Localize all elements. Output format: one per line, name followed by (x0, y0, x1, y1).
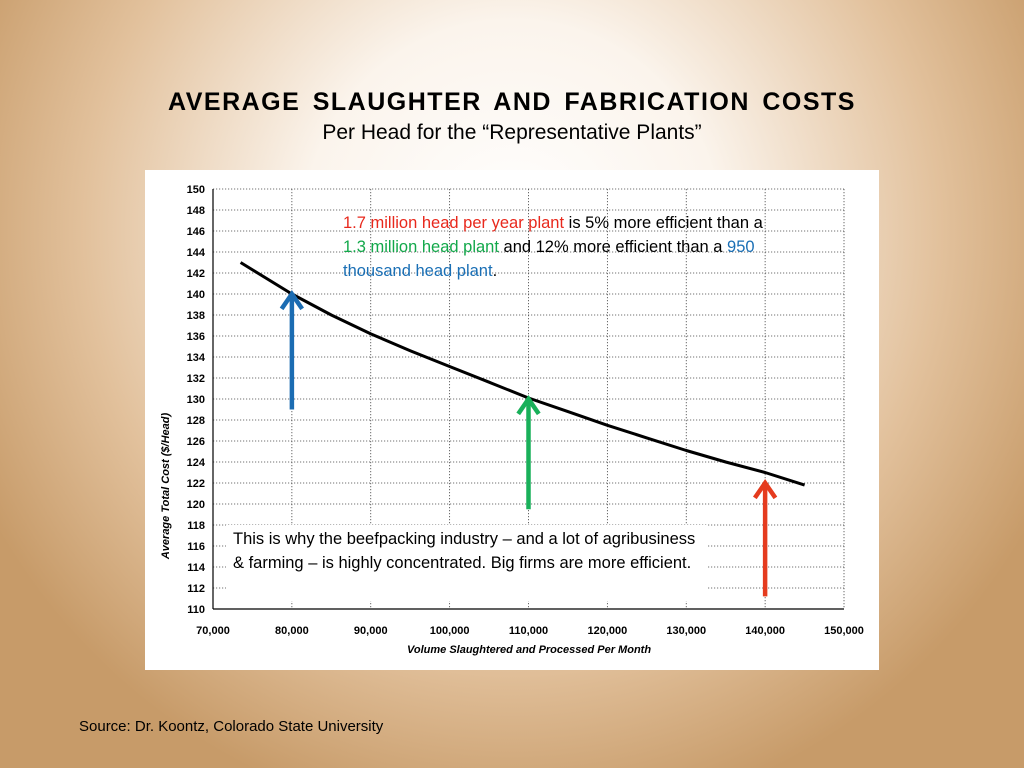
note-text-d: and 12% more efficient than a (498, 238, 728, 256)
y-tick-label: 140 (187, 289, 205, 301)
note-blue-text: 950 thousand head plant (343, 238, 755, 280)
x-tick-label: 130,000 (666, 625, 706, 637)
y-tick-label: 136 (187, 331, 205, 343)
y-tick-label: 120 (187, 499, 205, 511)
y-tick-label: 132 (187, 373, 205, 385)
y-tick-label: 142 (187, 268, 205, 280)
y-tick-label: 112 (187, 583, 205, 595)
arrow-head (516, 395, 541, 416)
y-tick-label: 150 (187, 184, 205, 196)
note-text-f: . (492, 262, 498, 280)
efficiency-arrow (752, 479, 778, 597)
note-red-text: 1.7 million head per year plant (343, 214, 565, 232)
y-tick-label: 144 (187, 247, 206, 259)
y-tick-label: 130 (187, 394, 205, 406)
efficiency-arrow (279, 290, 305, 410)
y-tick-labels: 110 112 114 116 118 120 122 124 126 128 130 132 134 1… (187, 184, 206, 616)
x-tick-label: 90,000 (354, 625, 388, 637)
x-tick-label: 140,000 (745, 625, 785, 637)
y-tick-label: 146 (187, 226, 205, 238)
y-tick-label: 134 (187, 352, 206, 364)
y-tick-label: 110 (187, 604, 205, 616)
y-tick-label: 116 (187, 541, 205, 553)
x-tick-labels: 70,000 80,000 90,000 100,000 110,000 120,000 1… (196, 625, 864, 637)
arrow-head (279, 290, 305, 311)
y-tick-label: 126 (187, 436, 205, 448)
arrow-head (752, 479, 778, 500)
x-tick-label: 80,000 (275, 625, 309, 637)
cost-line (239, 261, 806, 487)
note-green-text: 1.3 million head plant (343, 238, 499, 256)
source-citation: Source: Dr. Koontz, Colorado State Unive… (79, 718, 384, 735)
efficiency-note: 1.7 million head per year plant is 5% mo… (343, 211, 773, 283)
x-axis-label: Volume Slaughtered and Processed Per Mon… (407, 644, 651, 656)
y-tick-label: 118 (187, 520, 205, 532)
y-axis-label: Average Total Cost ($/Head) (160, 413, 172, 561)
y-tick-label: 148 (187, 205, 205, 217)
x-tick-label: 120,000 (587, 625, 627, 637)
cost-series (239, 261, 806, 487)
y-tick-label: 124 (187, 457, 206, 469)
note-text-b: is 5% more efficient than a (564, 214, 763, 232)
efficiency-arrow (516, 395, 541, 510)
y-tick-label: 138 (187, 310, 205, 322)
concentration-note: This is why the beefpacking industry – a… (226, 525, 708, 601)
y-tick-label: 122 (187, 478, 205, 490)
slide-subtitle: Per Head for the “Representative Plants” (322, 121, 702, 144)
slide-title: AVERAGE SLAUGHTER AND FABRICATION COSTS (168, 88, 856, 116)
y-tick-label: 128 (187, 415, 205, 427)
efficiency-arrows (279, 290, 778, 597)
x-tick-label: 100,000 (430, 625, 470, 637)
y-tick-label: 114 (187, 562, 206, 574)
x-tick-label: 110,000 (509, 625, 548, 637)
x-tick-label: 150,000 (824, 625, 864, 637)
x-tick-label: 70,000 (196, 625, 230, 637)
